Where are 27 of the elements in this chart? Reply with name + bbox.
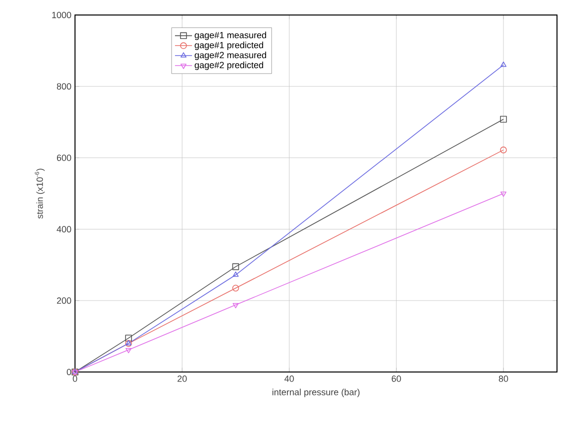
legend-label: gage#2 measured [194, 52, 266, 60]
y-tick-label: 800 [56, 83, 72, 90]
point [500, 192, 506, 197]
legend-label: gage#1 predicted [194, 42, 264, 50]
x-tick-label: 40 [284, 376, 294, 382]
y-axis-title: strain (x10$^{-6}$) [34, 168, 45, 219]
x-tick-label: 80 [498, 376, 508, 382]
point [232, 263, 240, 270]
point [126, 348, 132, 354]
legend-label: gage#1 measured [194, 32, 266, 40]
x-axis-title: internal pressure (bar) [272, 388, 360, 398]
x-tick-label: 0 [72, 376, 78, 382]
y-tick-label: 0 [66, 368, 72, 376]
point [500, 62, 506, 67]
y-tick-label: 600 [56, 154, 72, 161]
legend-label: gage#2 predicted [194, 62, 264, 70]
x-tick-label: 20 [178, 376, 187, 382]
y-tick-label: 1000 [52, 12, 72, 18]
point [232, 272, 239, 277]
point [500, 146, 507, 154]
point [125, 334, 132, 342]
y-tick-label: 400 [56, 226, 72, 232]
x-tick-label: 60 [392, 376, 401, 382]
y-tick-label: 200 [56, 297, 72, 304]
point [232, 302, 239, 308]
point [232, 284, 240, 292]
point [500, 116, 507, 123]
